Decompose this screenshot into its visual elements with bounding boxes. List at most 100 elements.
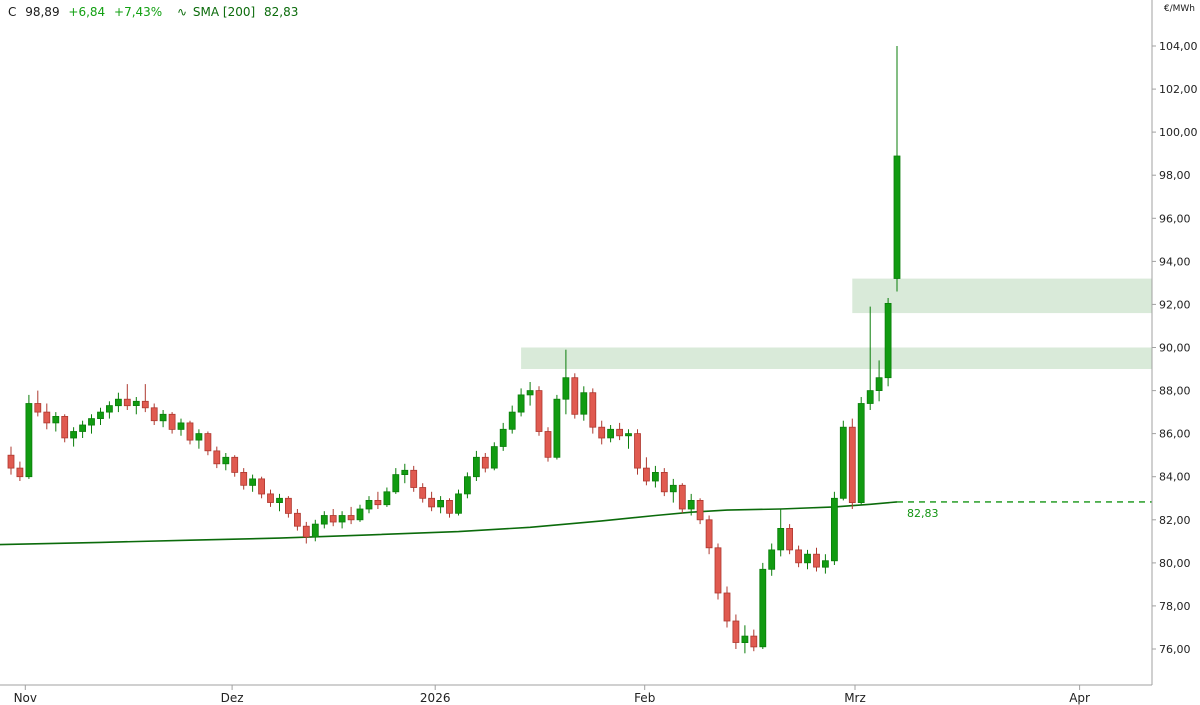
- candle[interactable]: [732, 620, 740, 643]
- candle[interactable]: [79, 424, 86, 432]
- candle[interactable]: [374, 499, 382, 506]
- candle[interactable]: [293, 512, 301, 527]
- candle[interactable]: [186, 422, 194, 441]
- candle[interactable]: [70, 431, 77, 439]
- candle[interactable]: [472, 456, 480, 478]
- candle[interactable]: [392, 474, 400, 493]
- candle[interactable]: [723, 592, 731, 622]
- candle[interactable]: [884, 302, 892, 379]
- candle[interactable]: [410, 469, 418, 488]
- candle[interactable]: [311, 523, 319, 538]
- candle[interactable]: [150, 407, 158, 422]
- candle[interactable]: [52, 415, 60, 424]
- candle[interactable]: [34, 403, 42, 413]
- candle[interactable]: [875, 377, 883, 392]
- candle[interactable]: [652, 471, 659, 482]
- candle[interactable]: [115, 398, 122, 407]
- candle[interactable]: [213, 450, 221, 465]
- candle[interactable]: [607, 428, 614, 439]
- candle[interactable]: [553, 398, 561, 458]
- candle[interactable]: [302, 525, 310, 538]
- candles[interactable]: [7, 46, 901, 654]
- candle[interactable]: [168, 413, 176, 430]
- candle[interactable]: [643, 467, 650, 482]
- candle[interactable]: [267, 493, 274, 503]
- candle[interactable]: [43, 411, 51, 424]
- candle[interactable]: [580, 392, 588, 415]
- candle[interactable]: [284, 497, 292, 514]
- candle[interactable]: [714, 547, 722, 594]
- candle[interactable]: [660, 471, 668, 493]
- candle[interactable]: [571, 377, 579, 415]
- candle[interactable]: [365, 499, 373, 510]
- candle[interactable]: [616, 428, 623, 437]
- candle[interactable]: [123, 398, 131, 407]
- candle[interactable]: [759, 568, 767, 648]
- candle[interactable]: [463, 476, 471, 495]
- candle[interactable]: [804, 553, 811, 564]
- candle[interactable]: [517, 394, 525, 413]
- candle[interactable]: [705, 519, 713, 549]
- candle[interactable]: [347, 515, 355, 521]
- candle[interactable]: [437, 499, 445, 508]
- candle[interactable]: [222, 456, 230, 465]
- candle[interactable]: [813, 553, 820, 568]
- candle[interactable]: [356, 508, 364, 521]
- candle[interactable]: [535, 390, 543, 432]
- candle[interactable]: [893, 155, 901, 279]
- candle[interactable]: [159, 413, 167, 422]
- candle[interactable]: [106, 405, 113, 413]
- candle[interactable]: [857, 403, 865, 503]
- candle[interactable]: [195, 433, 203, 441]
- candle[interactable]: [490, 446, 498, 469]
- candle[interactable]: [634, 433, 641, 469]
- candle[interactable]: [132, 400, 140, 406]
- candle[interactable]: [419, 487, 427, 499]
- candle[interactable]: [7, 454, 15, 469]
- candle[interactable]: [61, 415, 69, 439]
- candle[interactable]: [97, 411, 104, 420]
- candle[interactable]: [866, 390, 874, 404]
- time-axis[interactable]: Nov Dez 2026 Feb Mrz Apr: [14, 685, 1090, 705]
- candle[interactable]: [848, 426, 856, 504]
- candle[interactable]: [320, 515, 328, 525]
- candle[interactable]: [696, 499, 704, 521]
- candle[interactable]: [88, 418, 95, 426]
- candle[interactable]: [777, 528, 785, 551]
- candle[interactable]: [786, 528, 793, 551]
- candle[interactable]: [750, 635, 758, 648]
- candle[interactable]: [258, 478, 266, 495]
- candle[interactable]: [329, 515, 337, 523]
- candle[interactable]: [598, 426, 606, 439]
- candle[interactable]: [428, 497, 436, 508]
- candle[interactable]: [839, 426, 847, 499]
- candle[interactable]: [669, 484, 677, 493]
- candle[interactable]: [240, 471, 248, 486]
- candle[interactable]: [383, 491, 391, 506]
- candle[interactable]: [231, 456, 239, 473]
- candle[interactable]: [831, 497, 838, 562]
- candle[interactable]: [822, 560, 829, 568]
- candle[interactable]: [499, 428, 507, 447]
- candle[interactable]: [177, 422, 185, 430]
- candle[interactable]: [687, 499, 695, 510]
- candle[interactable]: [481, 456, 489, 469]
- candle[interactable]: [625, 433, 632, 437]
- candle[interactable]: [589, 392, 597, 428]
- candle[interactable]: [141, 400, 149, 409]
- candle[interactable]: [204, 433, 212, 452]
- candle[interactable]: [455, 493, 462, 514]
- candle[interactable]: [562, 377, 570, 400]
- candle[interactable]: [741, 635, 749, 643]
- candle[interactable]: [678, 484, 686, 510]
- candle[interactable]: [249, 478, 257, 486]
- candle[interactable]: [508, 411, 516, 430]
- candle[interactable]: [768, 549, 776, 570]
- candle[interactable]: [446, 499, 453, 514]
- candle[interactable]: [526, 390, 534, 396]
- candle[interactable]: [338, 515, 346, 523]
- candle[interactable]: [25, 403, 33, 478]
- candle[interactable]: [16, 467, 24, 478]
- candle[interactable]: [795, 549, 802, 564]
